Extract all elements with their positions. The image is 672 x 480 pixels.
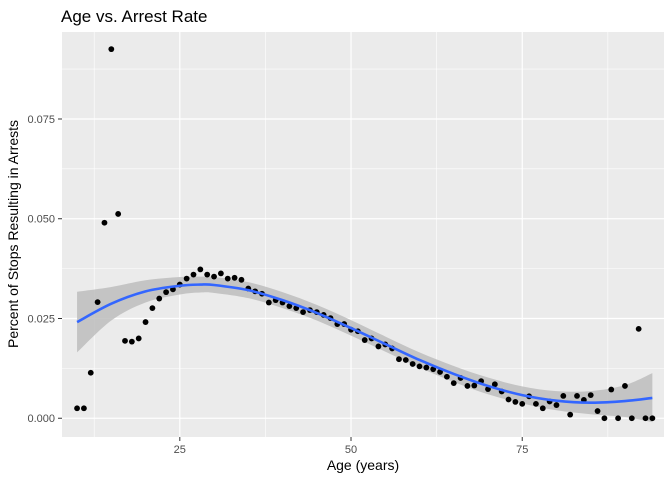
data-point — [423, 364, 430, 371]
data-point — [450, 380, 457, 387]
data-point — [402, 357, 409, 363]
data-point — [416, 363, 423, 370]
data-point — [375, 343, 382, 350]
data-point — [567, 411, 574, 418]
data-point — [642, 415, 649, 422]
data-point — [464, 383, 471, 389]
x-tick-label: 75 — [516, 444, 528, 456]
data-point — [396, 356, 402, 363]
data-point — [156, 295, 163, 302]
data-point — [608, 386, 615, 393]
data-point — [539, 405, 546, 412]
major-gridlines — [62, 32, 664, 437]
data-point — [286, 303, 293, 310]
data-point — [601, 415, 608, 422]
data-point — [505, 396, 512, 403]
data-point — [533, 400, 539, 407]
data-point — [128, 338, 135, 345]
plot-panel — [62, 32, 664, 437]
y-tick-label: 0.000 — [27, 413, 55, 425]
data-point — [238, 276, 245, 283]
data-point — [594, 408, 601, 414]
data-point — [512, 398, 519, 405]
chart-title: Age vs. Arrest Rate — [61, 7, 207, 26]
confidence-band — [77, 276, 653, 423]
data-point — [409, 361, 416, 367]
data-point — [183, 275, 190, 282]
data-point — [204, 271, 211, 278]
data-point — [471, 382, 478, 389]
data-point — [553, 402, 560, 408]
data-point — [300, 309, 306, 316]
data-point — [142, 319, 149, 325]
data-point — [224, 275, 231, 282]
x-tick-label: 50 — [345, 444, 357, 456]
minor-gridlines — [62, 32, 664, 437]
data-point — [622, 383, 628, 389]
data-point — [587, 392, 594, 398]
data-point — [574, 393, 580, 399]
data-point — [115, 211, 122, 217]
data-point — [149, 305, 156, 312]
data-point — [197, 266, 204, 273]
data-point — [217, 270, 224, 277]
data-point — [87, 369, 94, 376]
data-point — [135, 335, 142, 342]
data-point — [444, 373, 450, 380]
data-point — [615, 415, 622, 422]
data-point — [231, 274, 238, 281]
data-point — [211, 273, 217, 280]
x-axis-ticks: 25 50 75 — [174, 437, 528, 456]
data-point — [74, 405, 80, 412]
data-point — [635, 325, 642, 332]
data-point — [519, 400, 526, 407]
y-tick-label: 0.075 — [27, 114, 55, 126]
data-point — [628, 415, 635, 422]
data-point — [122, 337, 128, 344]
x-tick-label: 25 — [174, 444, 186, 456]
smooth-fit-line — [76, 283, 653, 404]
data-point — [190, 271, 197, 278]
data-point — [560, 393, 567, 399]
y-axis-ticks: 0.000 0.025 0.050 0.075 — [27, 114, 62, 425]
data-point — [361, 337, 368, 343]
data-point — [265, 299, 272, 306]
y-tick-label: 0.025 — [27, 313, 55, 325]
x-axis-title: Age (years) — [327, 457, 399, 473]
data-point — [101, 219, 108, 226]
y-tick-label: 0.050 — [27, 214, 55, 226]
data-point — [108, 46, 115, 53]
data-point — [491, 381, 498, 388]
data-point — [649, 415, 656, 422]
data-point — [81, 405, 87, 412]
y-axis-title: Percent of Stops Resulting in Arrests — [5, 120, 21, 348]
data-point — [163, 289, 170, 296]
data-point — [94, 299, 101, 306]
